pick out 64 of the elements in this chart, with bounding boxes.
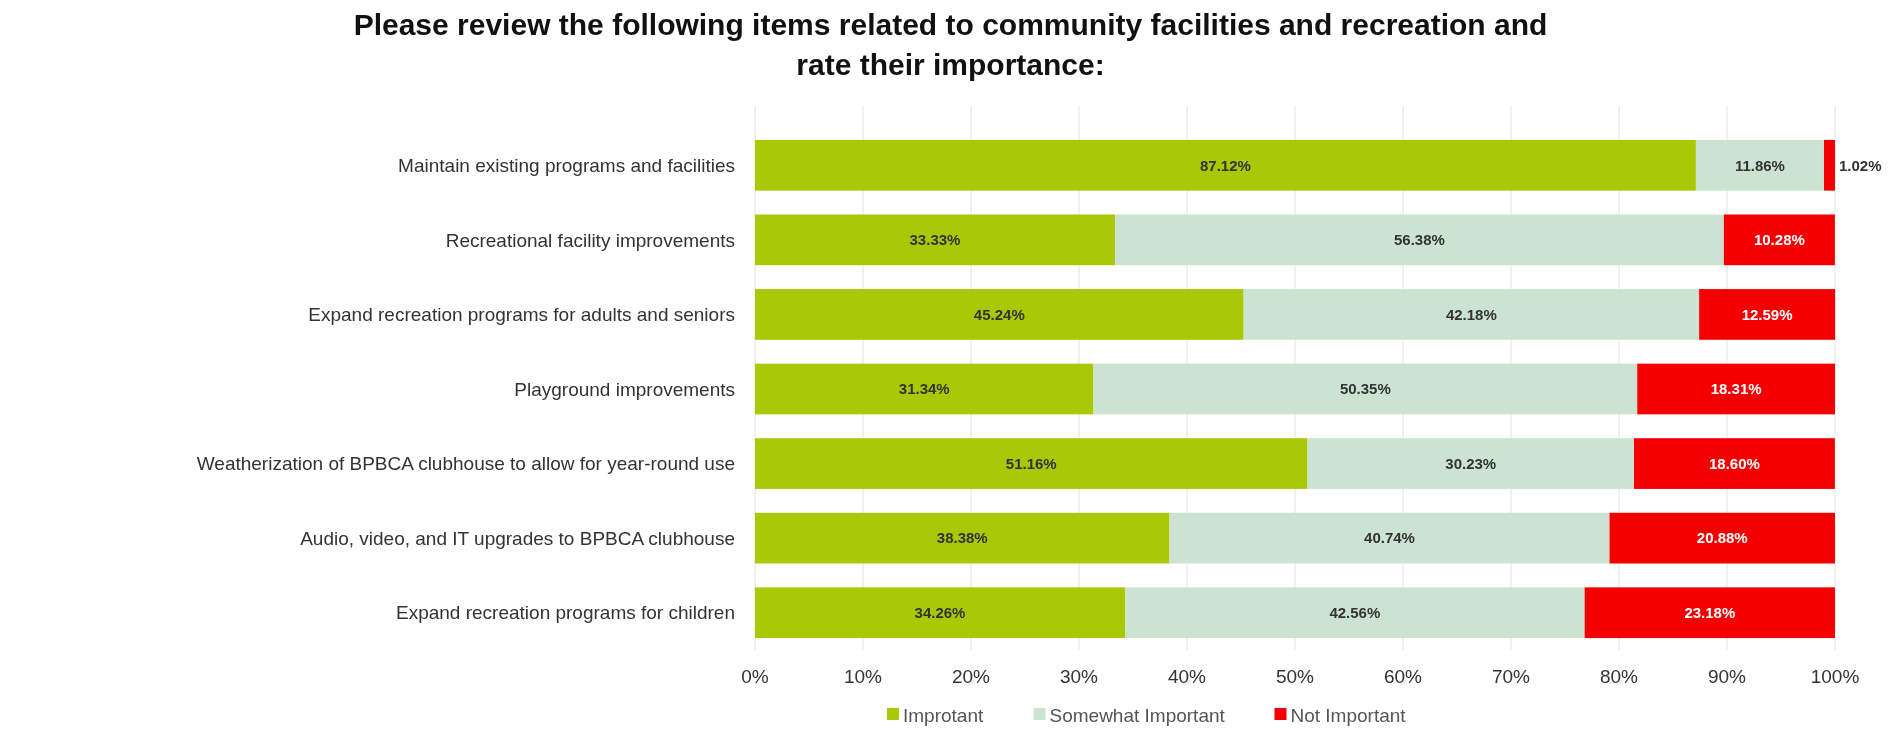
bar bbox=[755, 587, 1126, 639]
bar bbox=[1125, 587, 1585, 639]
x-tick-label: 30% bbox=[1059, 665, 1099, 687]
bar bbox=[755, 438, 1308, 489]
x-tick-label: 20% bbox=[951, 665, 991, 687]
bar bbox=[1637, 363, 1835, 415]
data-label: 33.33% bbox=[909, 231, 961, 249]
data-label: 30.23% bbox=[1445, 454, 1497, 472]
data-label: 20.88% bbox=[1696, 529, 1748, 547]
data-label: 42.18% bbox=[1445, 305, 1497, 323]
bar bbox=[755, 289, 1244, 340]
x-tick-label: 100% bbox=[1810, 665, 1860, 687]
data-label: 56.38% bbox=[1393, 231, 1445, 249]
bar bbox=[1307, 438, 1635, 489]
x-tick-label: 90% bbox=[1707, 665, 1747, 687]
bar bbox=[1823, 139, 1835, 191]
data-label: 18.60% bbox=[1709, 454, 1760, 472]
y-tick-label: Audio, video, and IT upgrades to BPBCA clubhouse bbox=[300, 527, 735, 549]
x-tick-label: 40% bbox=[1167, 665, 1207, 687]
y-tick-label: Playground improvements bbox=[514, 378, 735, 400]
bar bbox=[1584, 587, 1835, 639]
y-tick-label: Weatherization of BPBCA clubhouse to allow for year-round use bbox=[196, 453, 735, 475]
y-tick-label: Expand recreation programs for adults and seniors bbox=[308, 304, 735, 326]
data-label: 1.02% bbox=[1839, 156, 1882, 174]
bar bbox=[755, 512, 1170, 564]
data-label: 31.34% bbox=[898, 380, 950, 398]
data-label: 42.56% bbox=[1329, 603, 1381, 621]
bar bbox=[1093, 363, 1638, 415]
data-label: 50.35% bbox=[1339, 380, 1391, 398]
chart-title: Please review the following items related to community facilities and recreation and rate their importance: bbox=[353, 8, 1548, 81]
bar bbox=[755, 214, 1115, 266]
data-label: 51.16% bbox=[1005, 454, 1057, 472]
bar bbox=[1634, 438, 1835, 489]
data-label: 45.24% bbox=[973, 305, 1025, 323]
y-tick-label: Maintain existing programs and facilities bbox=[398, 154, 735, 176]
data-label: 38.38% bbox=[936, 529, 988, 547]
data-label: 18.31% bbox=[1710, 380, 1762, 398]
bar bbox=[1114, 214, 1724, 266]
y-tick-label: Recreational facility improvements bbox=[445, 229, 735, 251]
data-label: 40.74% bbox=[1364, 529, 1415, 547]
x-tick-label: 10% bbox=[843, 665, 883, 687]
legend-label: Not Important bbox=[1290, 704, 1407, 726]
bar bbox=[755, 363, 1094, 415]
x-tick-label: 50% bbox=[1275, 665, 1315, 687]
data-label: 34.26% bbox=[914, 603, 966, 621]
bar bbox=[1699, 289, 1836, 340]
bar bbox=[755, 139, 1696, 191]
data-label: 23.18% bbox=[1684, 603, 1736, 621]
y-tick-label: Expand recreation programs for children bbox=[395, 602, 735, 624]
x-tick-label: 70% bbox=[1491, 665, 1531, 687]
data-label: 87.12% bbox=[1200, 156, 1251, 174]
bar bbox=[1243, 289, 1700, 340]
legend-label: Somewhat Important bbox=[1049, 704, 1226, 726]
data-label: 10.28% bbox=[1753, 231, 1805, 249]
data-label: 11.86% bbox=[1734, 156, 1785, 174]
data-label: 12.59% bbox=[1741, 305, 1793, 323]
bar bbox=[1723, 214, 1835, 266]
bar bbox=[1169, 512, 1610, 564]
bar bbox=[1695, 139, 1824, 191]
x-tick-label: 80% bbox=[1599, 665, 1639, 687]
legend-label: Improtant bbox=[903, 704, 984, 726]
x-tick-label: 0% bbox=[741, 665, 769, 687]
x-tick-label: 60% bbox=[1383, 665, 1423, 687]
bar bbox=[1609, 512, 1835, 564]
